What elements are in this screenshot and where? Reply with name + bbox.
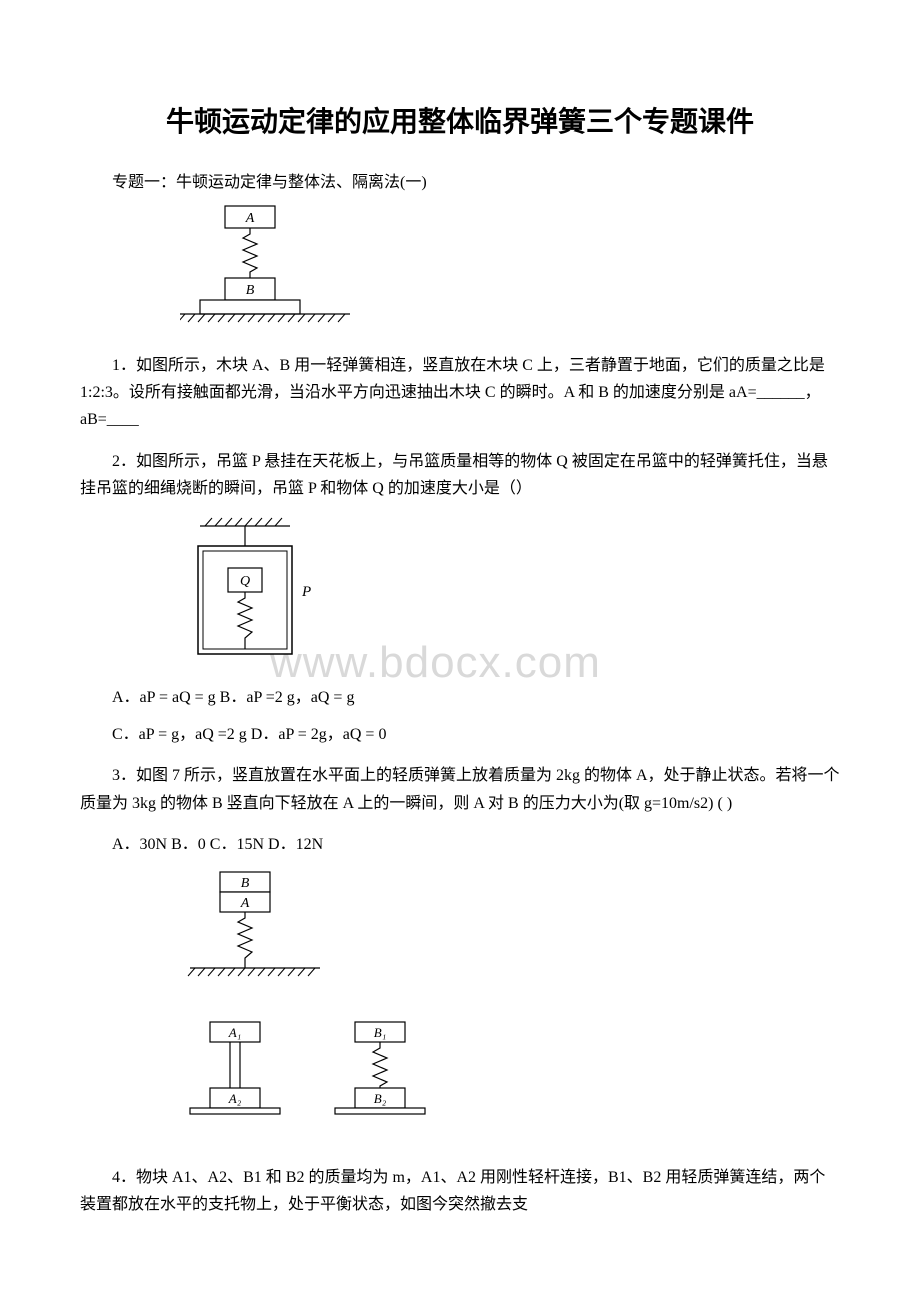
- q2-opt-CD: C．aP = g，aQ =2 g D．aP = 2g，aQ = 0: [80, 721, 840, 748]
- figure-q1: A B: [180, 204, 840, 334]
- label-A2: A₂: [228, 1091, 242, 1106]
- label-B: B: [246, 283, 255, 298]
- q3-text: 3．如图 7 所示，竖直放置在水平面上的轻质弹簧上放着质量为 2kg 的物体 A…: [80, 762, 840, 816]
- q2-text: 2．如图所示，吊篮 P 悬挂在天花板上，与吊篮质量相等的物体 Q 被固定在吊篮中…: [80, 448, 840, 502]
- label-Q: Q: [240, 574, 250, 589]
- topic-subtitle: 专题一：牛顿运动定律与整体法、隔离法(一): [80, 168, 840, 192]
- label-A: A: [245, 211, 255, 226]
- page-title: 牛顿运动定律的应用整体临界弹簧三个专题课件: [80, 100, 840, 140]
- q4-text: 4．物块 A1、A2、B1 和 B2 的质量均为 m，A1、A2 用刚性轻杆连接…: [80, 1164, 840, 1218]
- label-A3: A: [240, 896, 250, 911]
- figure-q4: A₁ A₂ B₁ B₂: [180, 1016, 840, 1146]
- label-B1: B₁: [374, 1025, 386, 1040]
- q3-opts: A．30N B．0 C．15N D．12N: [80, 831, 840, 858]
- label-B2: B₂: [374, 1091, 387, 1106]
- q1-text: 1．如图所示，木块 A、B 用一轻弹簧相连，竖直放在木块 C 上，三者静置于地面…: [80, 352, 840, 434]
- label-B3: B: [241, 876, 250, 891]
- figure-q3: B A: [180, 868, 840, 998]
- q2-opt-AB: A．aP = aQ = g B．aP =2 g，aQ = g: [80, 684, 840, 711]
- figure-q2: P Q: [180, 516, 840, 666]
- label-P: P: [301, 584, 311, 600]
- label-A1: A₁: [228, 1025, 241, 1040]
